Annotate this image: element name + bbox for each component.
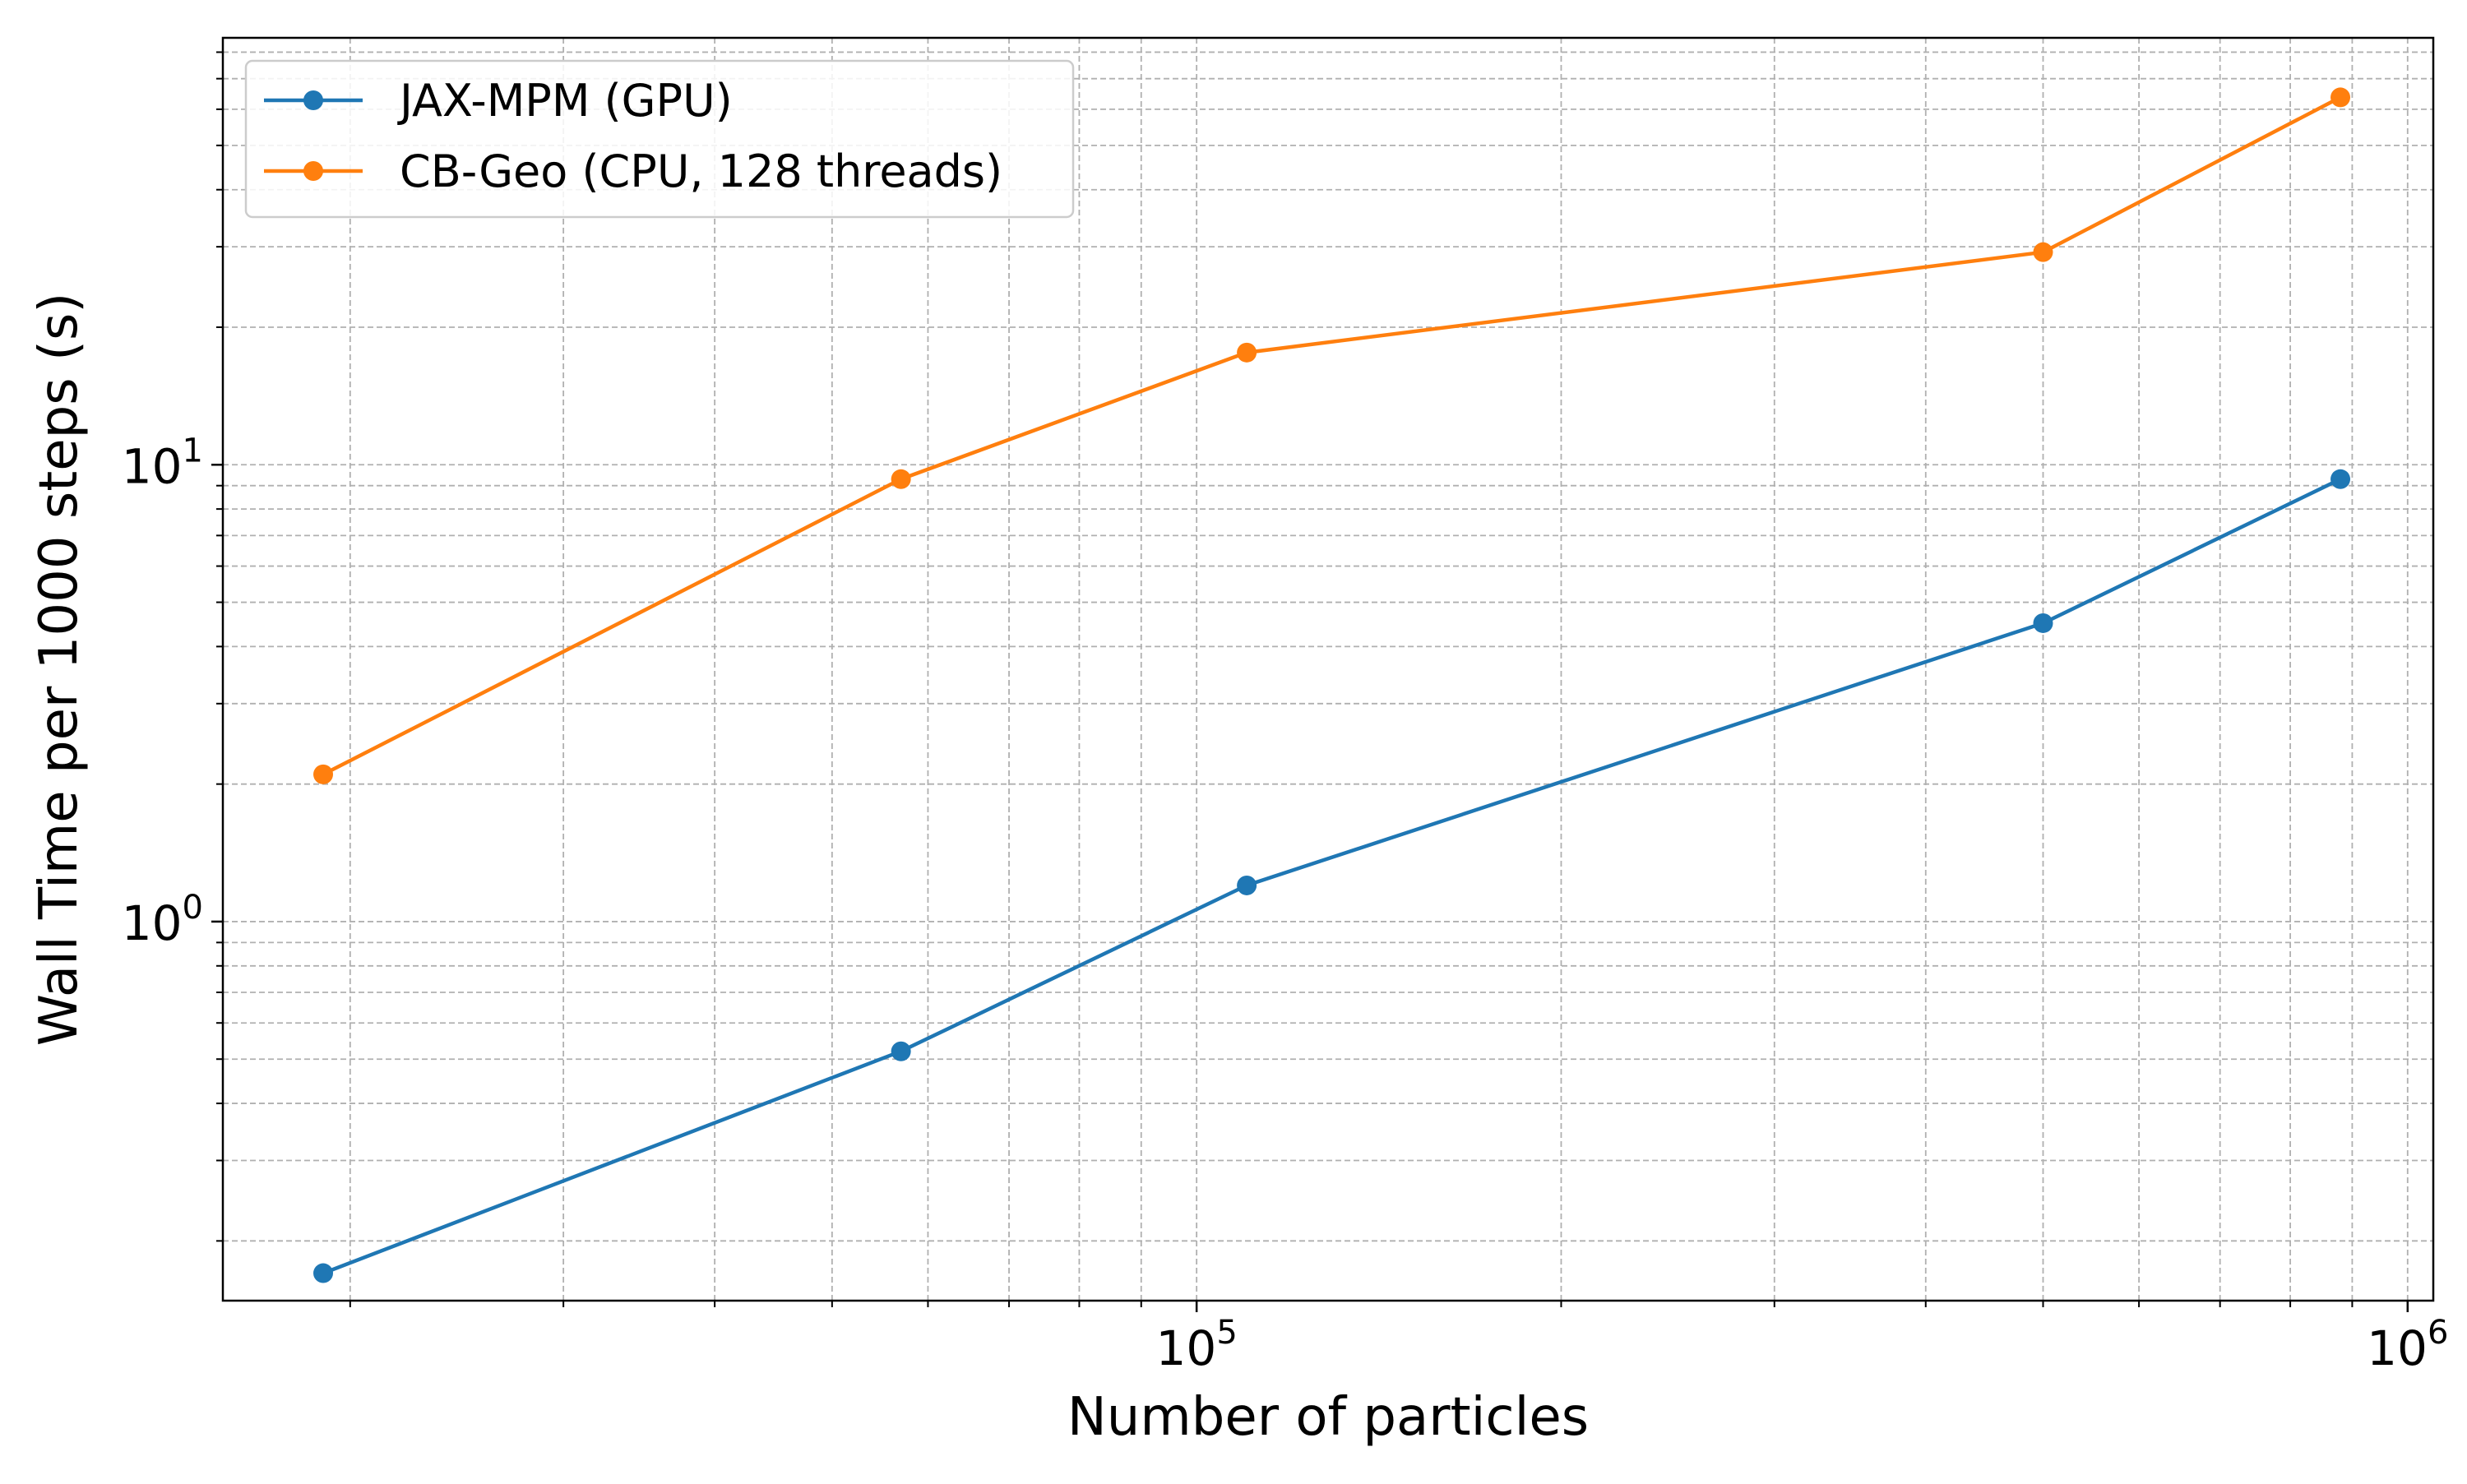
y-axis-title: Wall Time per 1000 steps (s) (29, 293, 90, 1047)
grid (223, 38, 2433, 1301)
legend-label-jax-mpm: JAX-MPM (GPU) (397, 75, 733, 127)
y-tick-label: 101 (122, 432, 203, 494)
x-tick-label: 106 (2367, 1314, 2448, 1376)
x-tick-label: 105 (1156, 1314, 1238, 1376)
data-point-jax-mpm (891, 1041, 911, 1061)
data-point-cb-geo (313, 764, 334, 784)
legend-marker-jax-mpm (303, 90, 323, 110)
data-point-cb-geo (891, 469, 911, 489)
series-group (313, 87, 2351, 1283)
data-point-jax-mpm (2033, 613, 2053, 633)
legend-marker-cb-geo (303, 161, 323, 181)
axis-ticks: 105 106 100 101 (122, 51, 2448, 1376)
data-point-jax-mpm (313, 1263, 334, 1283)
x-axis-title: Number of particles (1067, 1387, 1589, 1448)
legend-box (244, 59, 1075, 219)
data-point-cb-geo (2330, 87, 2351, 108)
legend: JAX-MPM (GPU) CB-Geo (CPU, 128 threads) (244, 59, 1075, 219)
data-point-cb-geo (2033, 242, 2053, 262)
data-point-jax-mpm (1237, 875, 1257, 895)
data-point-jax-mpm (2330, 469, 2351, 489)
y-tick-label: 100 (122, 889, 203, 951)
legend-label-cb-geo: CB-Geo (CPU, 128 threads) (400, 146, 1002, 197)
data-point-cb-geo (1237, 342, 1257, 363)
plot-frame (221, 36, 2435, 1302)
